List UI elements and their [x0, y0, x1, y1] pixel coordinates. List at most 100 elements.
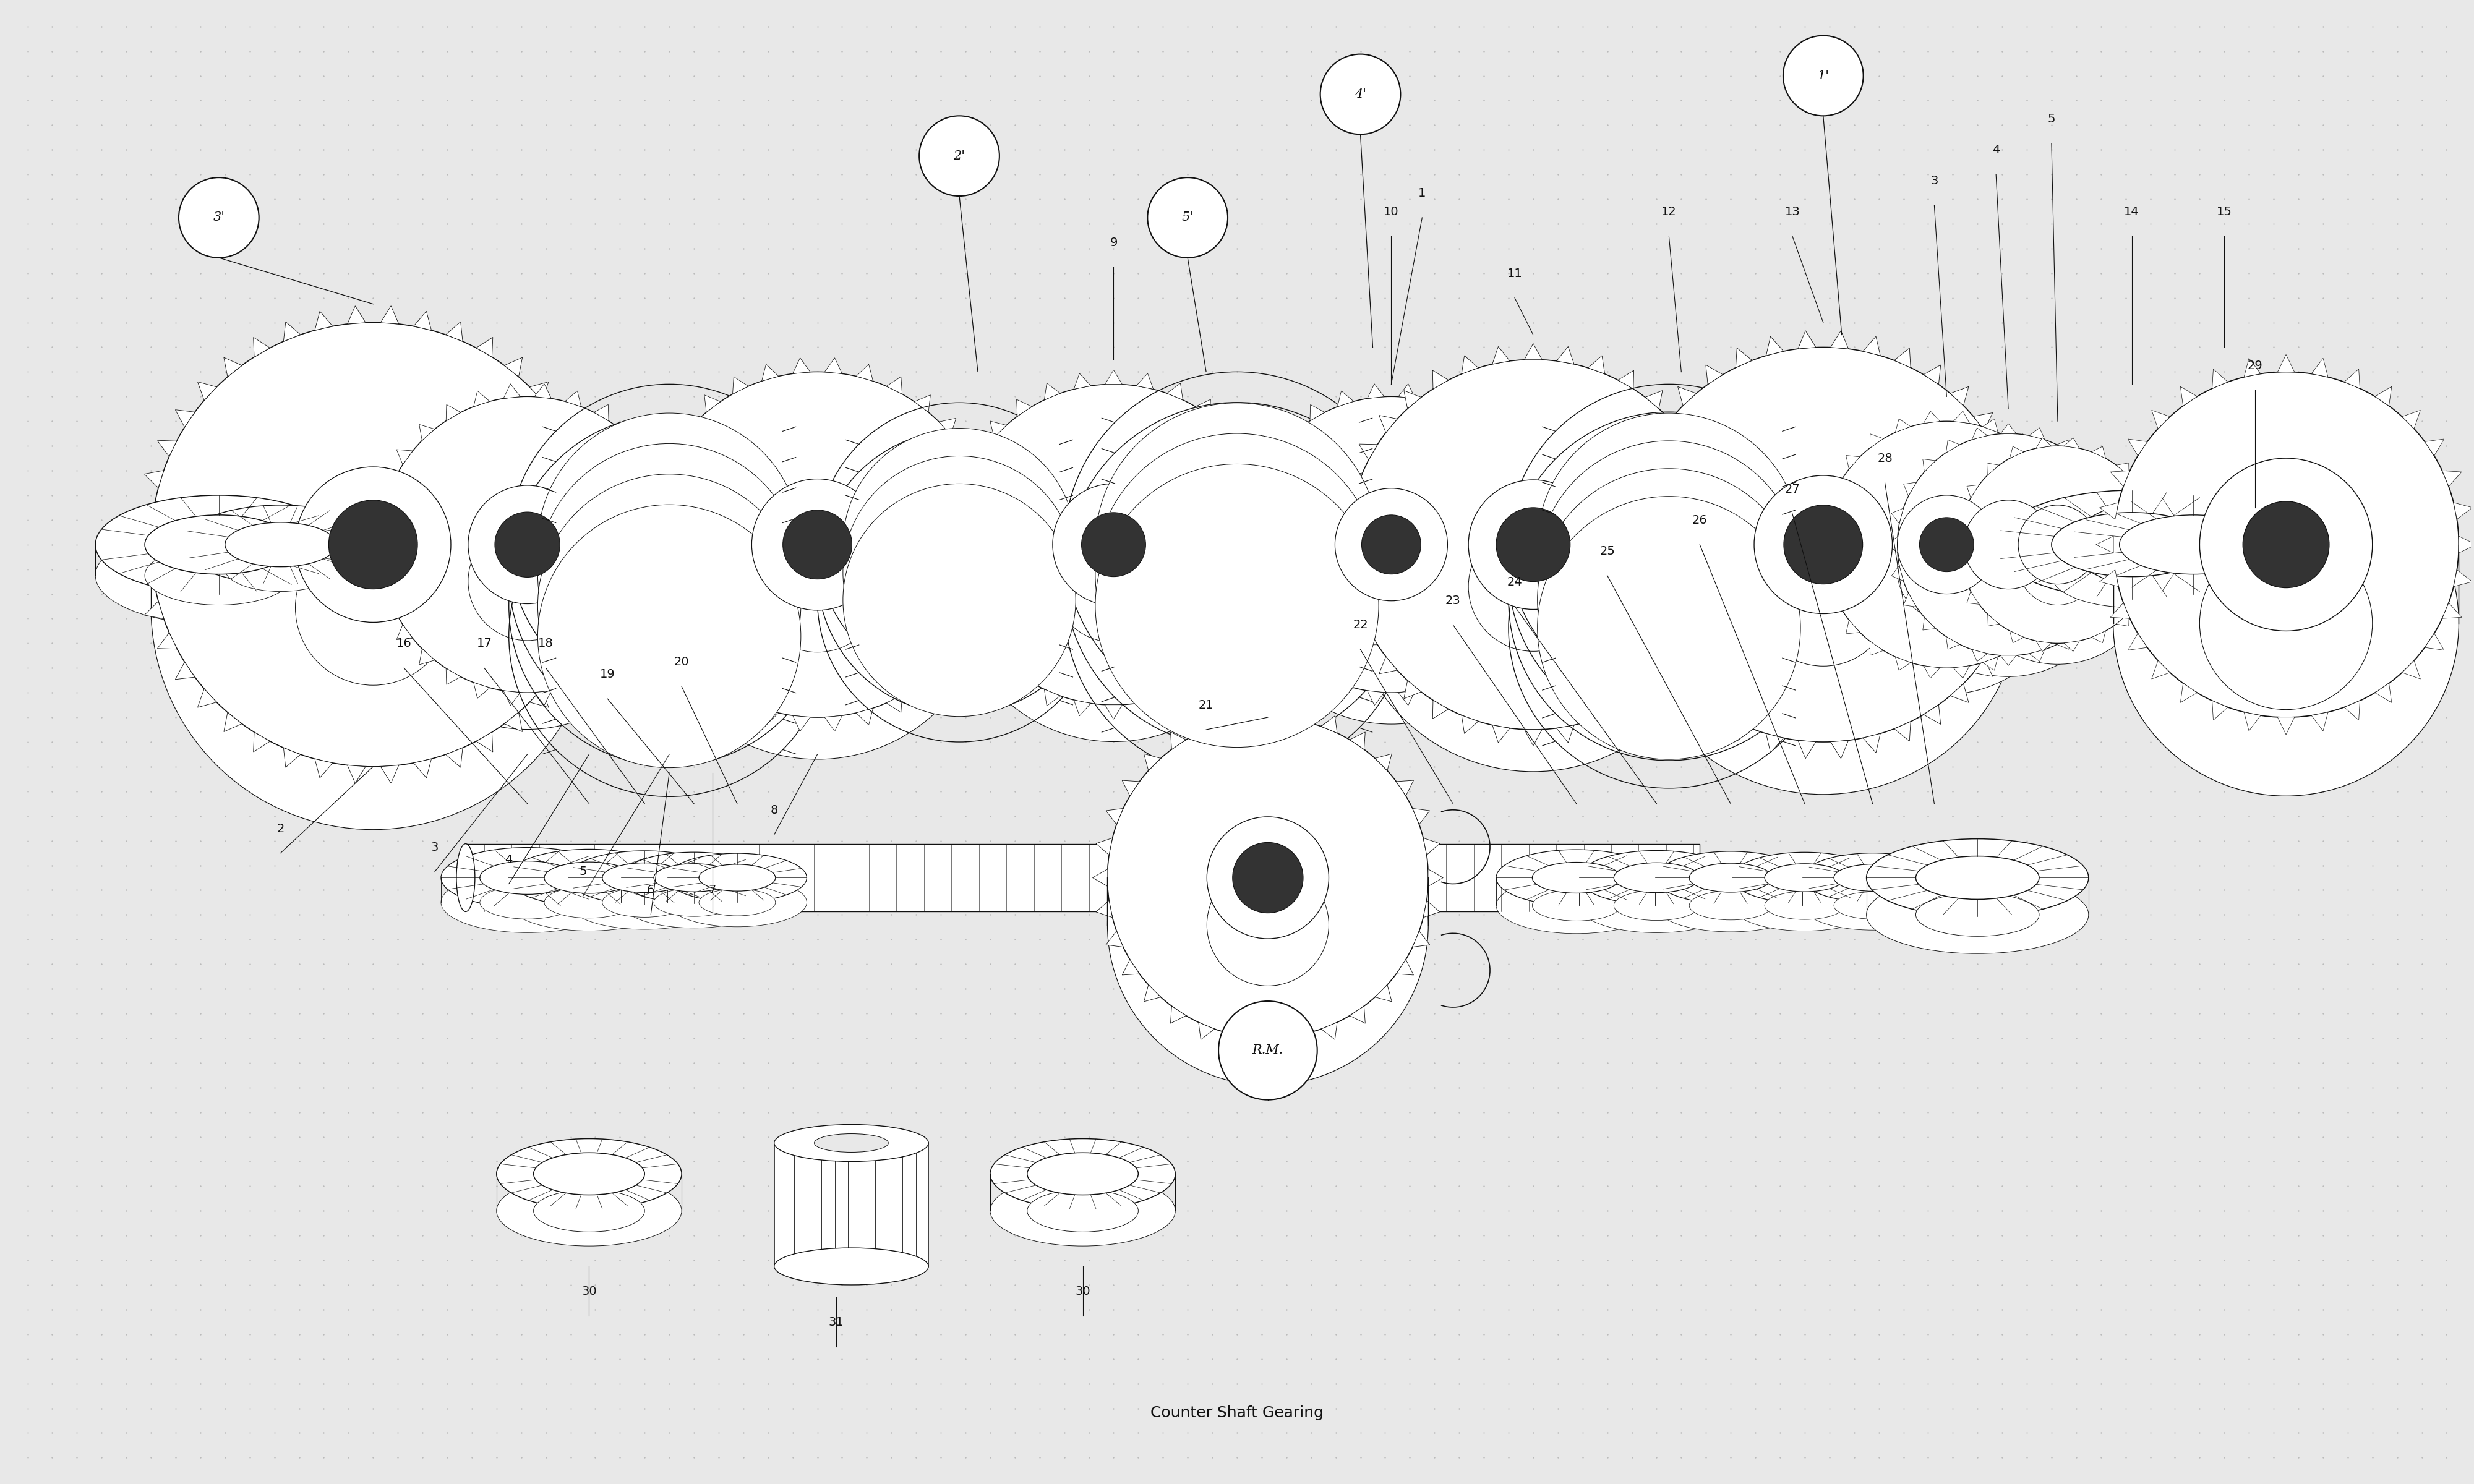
Point [675, 459, 715, 482]
Point [2130, 15, 2170, 39]
Point [2254, 1396, 2293, 1420]
Point [626, 310, 666, 334]
Point [1341, 39, 1380, 62]
Point [2105, 1248, 2145, 1272]
Ellipse shape [1497, 850, 1658, 905]
Point [2353, 89, 2392, 113]
Point [896, 1100, 935, 1123]
Point [280, 1199, 319, 1223]
Point [626, 1322, 666, 1346]
Point [1833, 212, 1873, 236]
Point [2031, 433, 2071, 457]
Polygon shape [2006, 600, 2026, 617]
Point [1588, 582, 1628, 605]
Point [428, 1051, 468, 1074]
Point [626, 902, 666, 926]
Point [1217, 631, 1257, 654]
Point [772, 1297, 811, 1321]
Point [1143, 484, 1183, 508]
Point [722, 187, 762, 211]
Point [1316, 705, 1356, 729]
Point [477, 433, 517, 457]
Point [1118, 15, 1158, 39]
Point [502, 1371, 542, 1395]
Point [7, 1125, 47, 1149]
Point [230, 779, 270, 803]
Point [2378, 484, 2417, 508]
Point [1588, 310, 1628, 334]
Point [2031, 879, 2071, 902]
Point [1564, 187, 1603, 211]
Point [280, 927, 319, 951]
Point [280, 212, 319, 236]
Point [304, 508, 344, 531]
Point [230, 902, 270, 926]
Point [1564, 1199, 1603, 1223]
Polygon shape [564, 683, 581, 699]
Point [2427, 361, 2467, 384]
Point [651, 1002, 690, 1025]
Point [354, 1422, 393, 1445]
Point [2303, 953, 2343, 976]
Point [970, 1273, 1009, 1297]
Point [871, 1273, 910, 1297]
Polygon shape [2454, 570, 2472, 586]
Point [1687, 607, 1727, 631]
Point [2303, 64, 2343, 88]
Point [871, 384, 910, 408]
Point [2229, 607, 2269, 631]
Point [2229, 138, 2269, 162]
Point [32, 459, 72, 482]
Polygon shape [1259, 702, 1277, 718]
Point [1957, 1248, 1997, 1272]
Point [1737, 1076, 1776, 1100]
Point [2303, 730, 2343, 754]
Point [1588, 361, 1628, 384]
Polygon shape [1524, 730, 1541, 745]
Point [1784, 804, 1823, 828]
Point [772, 1174, 811, 1198]
Point [2353, 1322, 2392, 1346]
Point [181, 755, 220, 779]
Point [57, 138, 96, 162]
Point [379, 533, 418, 556]
Point [920, 1371, 960, 1395]
Ellipse shape [1625, 399, 2021, 794]
Point [1638, 1322, 1677, 1346]
Point [477, 39, 517, 62]
Point [2081, 1051, 2120, 1074]
Point [1044, 89, 1084, 113]
Point [1440, 779, 1479, 803]
Point [7, 1100, 47, 1123]
Point [626, 508, 666, 531]
Point [821, 1027, 861, 1051]
Point [1489, 607, 1529, 631]
Point [255, 681, 294, 705]
Point [1044, 607, 1084, 631]
Point [1759, 310, 1799, 334]
Ellipse shape [1207, 864, 1329, 985]
Point [1907, 953, 1947, 976]
Point [1440, 187, 1479, 211]
Point [722, 1199, 762, 1223]
Point [379, 1002, 418, 1025]
Point [1932, 64, 1972, 88]
Point [576, 705, 616, 729]
Point [920, 533, 960, 556]
Point [1514, 631, 1554, 654]
Point [1638, 310, 1677, 334]
Point [1217, 384, 1257, 408]
Point [280, 1076, 319, 1100]
Polygon shape [705, 395, 720, 413]
Point [354, 113, 393, 137]
Point [280, 804, 319, 828]
Point [1415, 582, 1455, 605]
Point [379, 1125, 418, 1149]
Point [2031, 705, 2071, 729]
Point [32, 261, 72, 285]
Point [2105, 879, 2145, 902]
Point [1687, 138, 1727, 162]
Point [1044, 1422, 1084, 1445]
Point [871, 459, 910, 482]
Point [106, 187, 146, 211]
